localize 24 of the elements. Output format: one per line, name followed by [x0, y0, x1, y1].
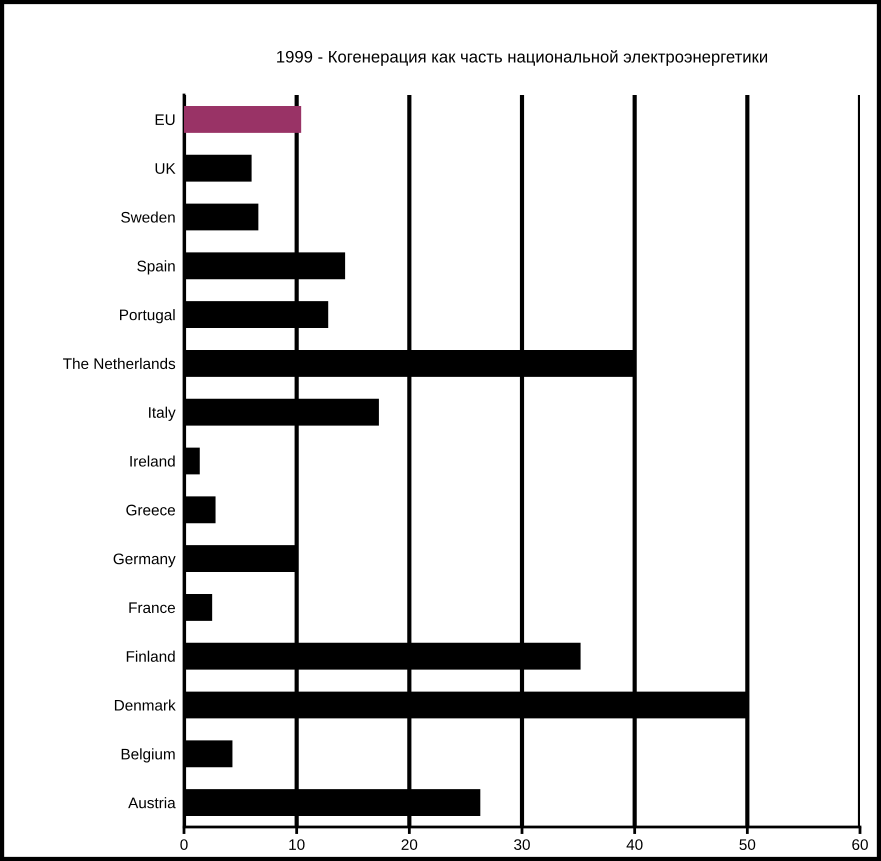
y-tick-label: UK: [156, 163, 176, 174]
y-tick-label: Germany: [114, 553, 176, 568]
y-tick-label: Italy: [149, 406, 176, 421]
x-tick-label: 40: [626, 839, 643, 850]
x-tick-label: 0: [180, 839, 188, 850]
y-tick-label: Belgium: [122, 748, 175, 763]
x-tick-label: 30: [514, 839, 530, 850]
y-tick-label: Austria: [128, 797, 176, 808]
y-tick-label: EU: [156, 114, 174, 126]
y-tick-label: The Netherlands: [63, 358, 176, 370]
bar: [184, 106, 302, 133]
y-tick-label: Finland: [126, 650, 175, 662]
x-tick-label: 20: [402, 839, 418, 850]
x-tick-label: 50: [739, 839, 756, 850]
y-tick-label: Ireland: [130, 455, 175, 467]
y-tick-label: Greece: [126, 504, 175, 516]
y-tick-label: Denmark: [114, 699, 176, 711]
x-tick-label: 60: [852, 839, 868, 850]
y-tick-label: Spain: [137, 260, 175, 275]
chart-title: 1999 - Когенерация как часть национальной электроэнергетики: [277, 50, 768, 66]
y-tick-label: Sweden: [121, 211, 175, 223]
y-tick-label: France: [129, 602, 175, 614]
x-tick-label: 10: [289, 839, 305, 850]
y-tick-label: Portugal: [120, 309, 175, 324]
